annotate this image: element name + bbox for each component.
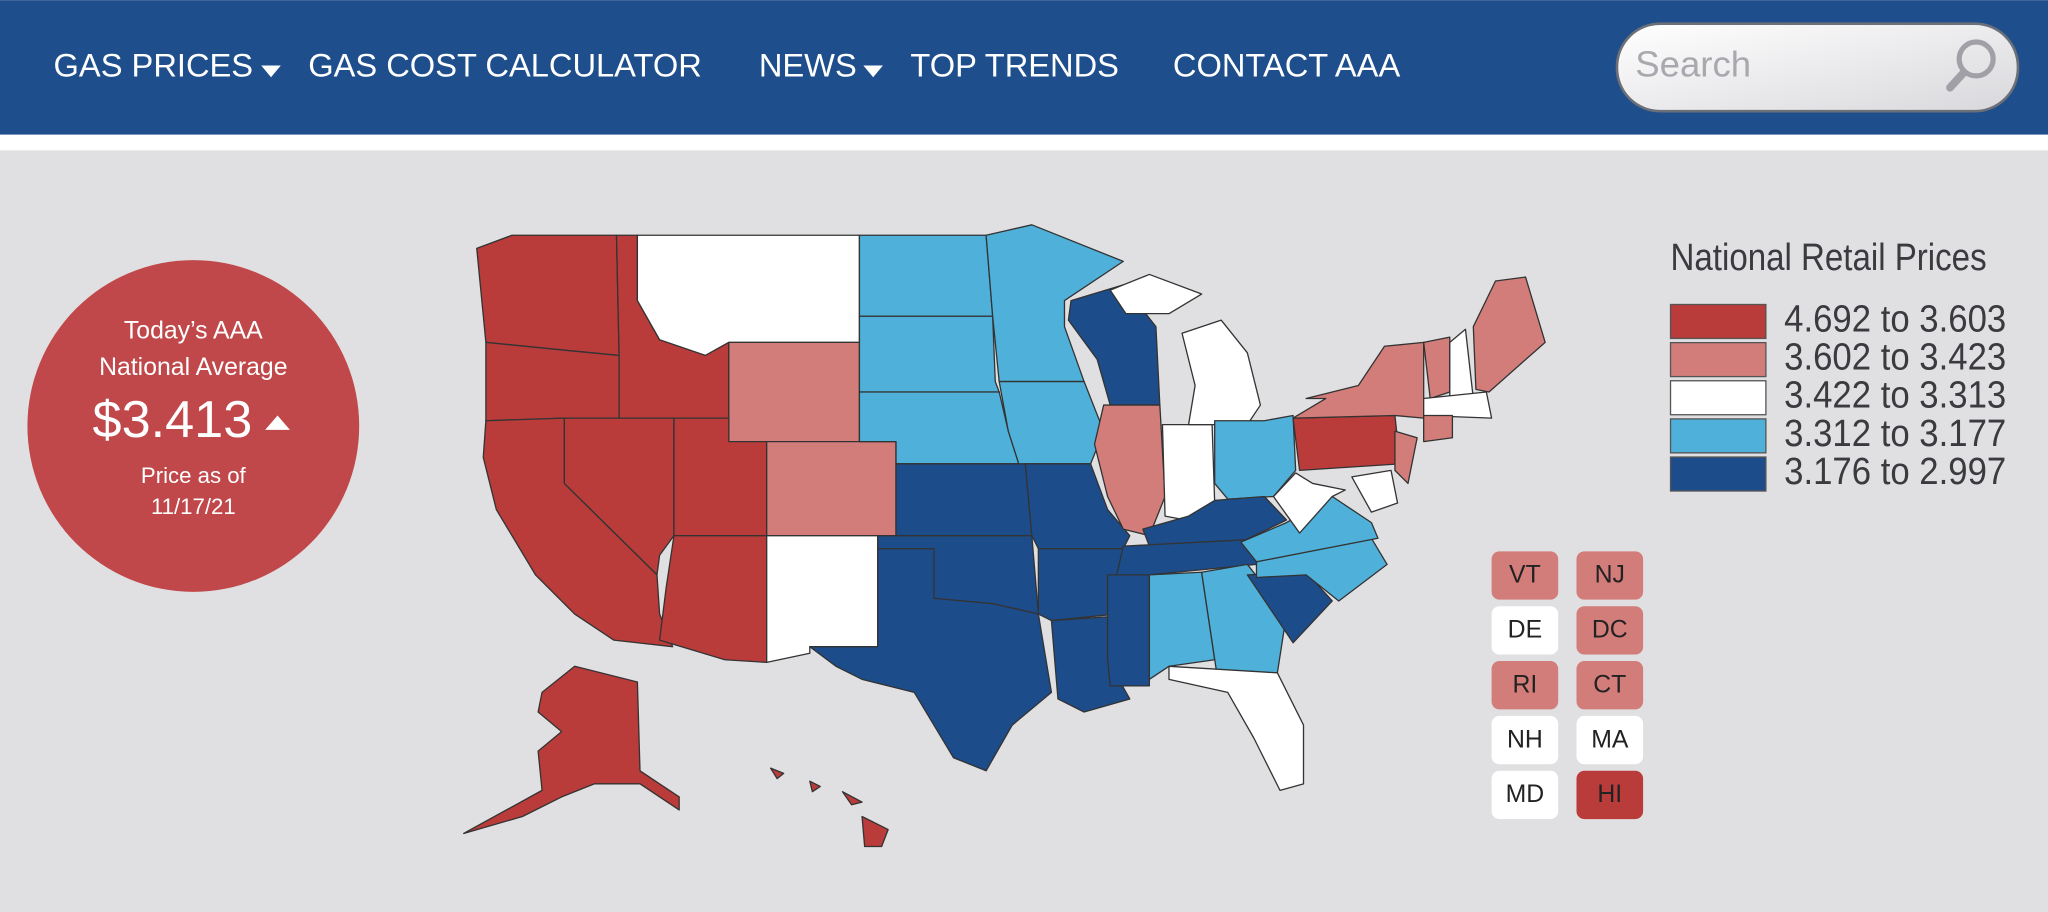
- state: [463, 665, 680, 835]
- state-box-label: RI: [1512, 671, 1537, 698]
- state: [766, 440, 897, 537]
- legend-swatch: [1669, 380, 1767, 416]
- average-badge: [27, 260, 360, 592]
- search-placeholder[interactable]: Search: [1635, 43, 1751, 84]
- legend-label: 4.692 to 3.603: [1784, 298, 2006, 340]
- legend-label: 3.312 to 3.177: [1784, 413, 2006, 455]
- search-box[interactable]: [1615, 22, 2020, 113]
- state-box: [1491, 770, 1559, 820]
- state: [1148, 571, 1216, 680]
- state: [769, 767, 785, 780]
- state-box-label: MD: [1506, 781, 1545, 808]
- nav-item[interactable]: GAS PRICES: [54, 47, 254, 84]
- badge-date: 11/17/21: [151, 494, 236, 519]
- nav-item[interactable]: NEWS: [759, 47, 857, 84]
- state: [1423, 391, 1493, 419]
- legend-swatch: [1669, 303, 1767, 340]
- state: [858, 315, 1000, 393]
- nav-item[interactable]: TOP TRENDS: [910, 47, 1119, 84]
- state: [1106, 574, 1151, 687]
- badge-line: Price as of: [141, 463, 247, 488]
- state: [658, 535, 768, 664]
- state: [1181, 319, 1262, 426]
- state: [1351, 469, 1399, 513]
- legend-swatch: [1669, 456, 1767, 492]
- state: [1214, 414, 1297, 500]
- legend-swatch: [1669, 341, 1767, 378]
- dropdown-arrow[interactable]: [261, 65, 281, 78]
- state: [809, 780, 821, 793]
- state: [998, 380, 1105, 465]
- state: [1037, 548, 1124, 622]
- state-box: [1576, 661, 1644, 710]
- legend-swatch: [1669, 418, 1767, 454]
- state: [841, 791, 863, 806]
- state-box: [1576, 606, 1644, 655]
- state-box: [1491, 715, 1559, 765]
- state-box: [1491, 661, 1559, 710]
- state-box-label: DC: [1592, 617, 1628, 644]
- state-box-label: NJ: [1595, 562, 1625, 589]
- state: [1240, 495, 1379, 563]
- state: [482, 417, 674, 648]
- state: [1472, 276, 1546, 393]
- state: [1093, 404, 1166, 537]
- state: [858, 234, 994, 317]
- state: [985, 224, 1124, 383]
- legend-title: National Retail Prices: [1671, 237, 1987, 279]
- state: [485, 341, 620, 422]
- state-box-label: NH: [1507, 726, 1543, 753]
- state: [636, 234, 861, 357]
- us-map: [463, 224, 1546, 848]
- legend-label: 3.602 to 3.423: [1784, 337, 2006, 379]
- state: [1292, 414, 1401, 472]
- state: [476, 234, 620, 357]
- badge-line: National Average: [99, 354, 287, 381]
- state: [1272, 472, 1346, 534]
- nav-item[interactable]: GAS COST CALCULATOR: [308, 47, 702, 84]
- nav-item[interactable]: CONTACT AAA: [1173, 47, 1401, 84]
- state: [766, 535, 879, 664]
- legend-label: 3.422 to 3.313: [1784, 375, 2006, 417]
- state: [895, 463, 1033, 537]
- state-box: [1576, 551, 1644, 600]
- state-box-label: MA: [1591, 726, 1629, 753]
- state-box-label: VT: [1509, 562, 1541, 589]
- legend-label: 3.176 to 2.997: [1784, 451, 2006, 493]
- state-box: [1576, 770, 1644, 820]
- state-box-label: CT: [1593, 671, 1626, 698]
- small-states: VT NJ DE DC RI CT NH MA MD HI: [1491, 551, 1644, 820]
- state: [861, 815, 889, 848]
- search-icon[interactable]: [1946, 39, 1996, 92]
- state: [1394, 430, 1418, 485]
- dropdown-arrow[interactable]: [863, 65, 883, 78]
- badge-price: $3.413: [93, 391, 253, 449]
- state-box: [1491, 551, 1559, 600]
- badge-line: Today’s AAA: [124, 317, 263, 344]
- state: [1168, 665, 1305, 792]
- trend-arrow: [265, 415, 290, 430]
- state: [728, 341, 861, 443]
- state: [1024, 463, 1131, 550]
- state-box: [1576, 715, 1644, 765]
- state-box-label: DE: [1508, 617, 1542, 644]
- state-box-label: HI: [1597, 781, 1622, 808]
- state: [809, 548, 1053, 772]
- state: [1109, 273, 1203, 315]
- nav-divider: [0, 134, 2048, 151]
- state-box: [1491, 606, 1559, 655]
- state: [1423, 414, 1454, 443]
